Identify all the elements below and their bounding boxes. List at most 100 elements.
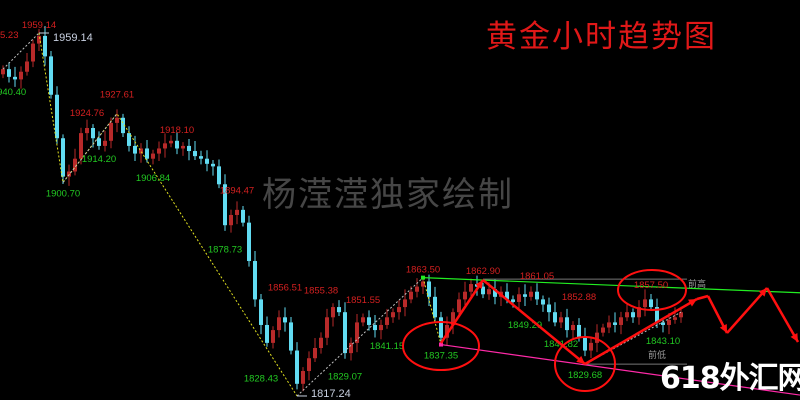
candle-body [397,307,401,313]
candle-body [109,122,113,141]
candle-body [649,299,653,308]
candle-body [217,166,221,185]
site-logo: 618外汇网 [660,361,800,396]
candle-body [481,286,485,295]
candle-body [25,61,29,72]
candle-body [193,151,197,157]
candle-body [187,145,191,152]
price-label-high: 1863.50 [406,265,440,276]
candle-body [253,261,257,300]
candle-body [259,299,263,325]
trend-arrow-segment [765,287,800,343]
price-label-high: 1856.51 [268,283,302,294]
candle-body [1,69,5,75]
resistance-label: 前高 [688,278,706,289]
candle-body [559,317,563,323]
zigzag-yellow-line [422,277,442,345]
price-label-high: 1857.50 [634,280,668,291]
price-label-high: 1918.10 [160,125,194,136]
candle-body [271,330,275,343]
trend-arrow-segment [584,297,698,366]
candle-body [283,317,287,323]
price-label-low: 1841.15 [370,341,404,352]
price-label-extreme: 1959.14 [53,32,93,44]
trend-arrow-segment [482,279,586,365]
candle-body [613,322,617,325]
candle-body [643,299,647,308]
candle-body [487,289,491,295]
candle-body [583,337,587,351]
arrowhead-icon [758,288,767,297]
candle-body [343,312,347,354]
highlight-circle [617,269,687,311]
price-label-low: 1829.07 [328,372,362,383]
candle-body [55,94,59,139]
candle-body [367,317,371,325]
candle-body [277,317,281,331]
arrowhead-icon [475,280,483,289]
candle-body [577,324,581,338]
resistance-anchor [421,275,425,280]
candle-body [91,128,95,139]
candle-body [457,299,461,313]
candle-body [355,322,359,343]
zigzag-white-line [2,32,40,70]
candle-body [589,342,593,351]
candle-body [409,291,413,300]
candle-body [505,291,509,300]
highlight-circle [402,321,480,371]
candle-body [439,317,443,338]
candle-body [205,158,209,164]
candle-body [37,35,41,44]
candle-body [319,337,323,348]
candle-body [133,145,137,154]
candle-body [211,163,215,167]
candle-body [43,35,47,57]
candle-body [265,324,269,343]
candle-body [289,322,293,351]
candle-body [673,317,677,320]
zigzag-white-line [62,113,118,183]
price-label-high: 5.23 [0,30,19,41]
candle-body [379,324,383,331]
candle-body [601,327,605,333]
candle-body [121,117,125,134]
candle-body [103,140,107,146]
price-label-high: 1927.61 [100,90,134,101]
candle-body [385,317,389,325]
price-label-extreme: 1817.24 [311,388,351,400]
candle-body [157,148,161,154]
candle-body [295,350,299,384]
trend-arrow-segment [696,294,709,301]
candle-body [175,140,179,149]
candle-body [595,332,599,343]
highlight-circle [554,336,616,392]
price-label-low: 1829.68 [568,370,602,381]
candle-body [655,307,659,323]
price-label-low: 1900.70 [46,188,80,199]
candle-body [61,138,65,177]
candle-body [607,322,611,328]
price-label-high: 1851.55 [346,295,380,306]
candle-body [181,145,185,149]
arrowhead-icon [576,355,585,364]
candle-body [541,299,545,305]
candle-body [511,299,515,302]
candle-body [391,312,395,318]
candle-body [115,117,119,123]
price-label-low: 1914.20 [82,154,116,165]
candle-body [235,209,239,215]
watermark: 杨滢滢独家绘制 [262,175,514,215]
candle-body [553,312,557,323]
price-label-high: 1861.05 [520,271,554,282]
candle-body [139,148,143,154]
candle-body [13,76,17,80]
candle-body [373,324,377,331]
candle-body [445,324,449,338]
resistance-line [422,277,800,294]
candle-body [247,222,251,262]
candle-body [565,317,569,331]
candle-body [19,71,23,80]
candle-body [421,281,425,287]
candle-body [679,312,683,318]
